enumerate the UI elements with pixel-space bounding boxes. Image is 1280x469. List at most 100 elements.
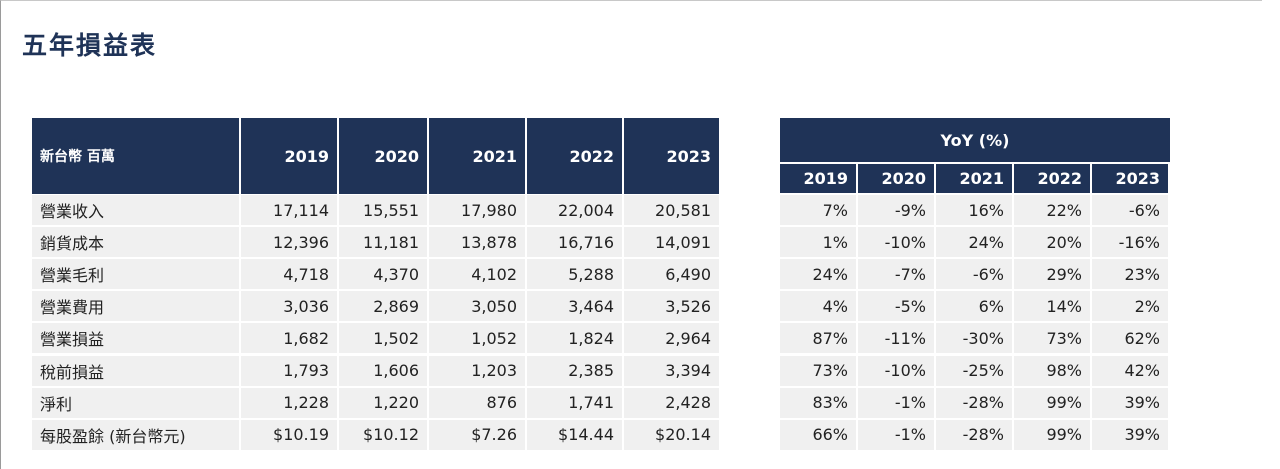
table-cell: 20,581 <box>624 195 719 225</box>
table-cell: 17,114 <box>241 195 337 225</box>
table-cell: 98% <box>1014 355 1090 386</box>
table-cell: 39% <box>1092 387 1168 418</box>
table-cell: 營業費用 <box>32 291 239 322</box>
table-cell: 3,526 <box>624 291 719 322</box>
table-cell: 20% <box>1014 227 1090 258</box>
table-cell: -11% <box>858 323 934 354</box>
table-cell: 99% <box>1014 387 1090 418</box>
table-cell: -10% <box>858 227 934 258</box>
table-cell: 23% <box>1092 259 1168 290</box>
table-cell: 1,682 <box>241 323 337 354</box>
table-cell: 16,716 <box>527 227 622 258</box>
page-title: 五年損益表 <box>22 31 158 60</box>
table-cell: 5,288 <box>527 259 622 290</box>
table-cell: 3,464 <box>527 291 622 322</box>
table-cell: 4% <box>780 291 856 322</box>
header-cell: 2023 <box>624 118 719 194</box>
table-cell: 14,091 <box>624 227 719 258</box>
header-cell: 2021 <box>429 118 525 194</box>
table-cell: 1,741 <box>527 387 622 418</box>
table-cell: -7% <box>858 259 934 290</box>
table-cell: -28% <box>936 387 1012 418</box>
table-cell: 66% <box>780 419 856 450</box>
table-cell: 1,824 <box>527 323 622 354</box>
table-cell: 1,052 <box>429 323 525 354</box>
table-cell: 營業收入 <box>32 195 239 225</box>
table-cell: 15,551 <box>339 195 427 225</box>
table-cell: 14% <box>1014 291 1090 322</box>
table-cell: -6% <box>936 259 1012 290</box>
table-cell: 3,036 <box>241 291 337 322</box>
table-cell: 1,793 <box>241 355 337 386</box>
table-cell: 淨利 <box>32 387 239 418</box>
header-cell: 2019 <box>780 164 856 193</box>
header-cell: 2020 <box>339 118 427 194</box>
table-cell: 11,181 <box>339 227 427 258</box>
table-cell: 每股盈餘 (新台幣元) <box>32 419 239 450</box>
header-cell: 新台幣 百萬 <box>32 118 239 194</box>
table-cell: 876 <box>429 387 525 418</box>
table-cell: 6% <box>936 291 1012 322</box>
table-cell: -30% <box>936 323 1012 354</box>
table-cell: 銷貨成本 <box>32 227 239 258</box>
table-cell: 39% <box>1092 419 1168 450</box>
table-cell: 24% <box>936 227 1012 258</box>
table-cell: 87% <box>780 323 856 354</box>
header-cell: 2022 <box>1014 164 1090 193</box>
table-cell: 7% <box>780 195 856 225</box>
table-cell: 1,203 <box>429 355 525 386</box>
table-cell: 2,869 <box>339 291 427 322</box>
table-cell: 73% <box>1014 323 1090 354</box>
table-cell: -6% <box>1092 195 1168 225</box>
table-cell: 3,050 <box>429 291 525 322</box>
table-cell: 16% <box>936 195 1012 225</box>
table-cell: 4,718 <box>241 259 337 290</box>
table-cell: 1,502 <box>339 323 427 354</box>
table-cell: 42% <box>1092 355 1168 386</box>
table-cell: 29% <box>1014 259 1090 290</box>
table-cell: 1,228 <box>241 387 337 418</box>
table-cell: 99% <box>1014 419 1090 450</box>
table-cell: -1% <box>858 419 934 450</box>
table-cell: 24% <box>780 259 856 290</box>
table-cell: 22% <box>1014 195 1090 225</box>
header-cell: 2019 <box>241 118 337 194</box>
table-cell: 2,428 <box>624 387 719 418</box>
table-cell: 營業毛利 <box>32 259 239 290</box>
table-cell: 2% <box>1092 291 1168 322</box>
table-cell: 稅前損益 <box>32 355 239 386</box>
table-cell: -28% <box>936 419 1012 450</box>
table-cell: 12,396 <box>241 227 337 258</box>
table-cell: $10.12 <box>339 419 427 450</box>
table-cell: 6,490 <box>624 259 719 290</box>
table-cell: 22,004 <box>527 195 622 225</box>
table-cell: 73% <box>780 355 856 386</box>
table-cell: 83% <box>780 387 856 418</box>
header-cell: 2021 <box>936 164 1012 193</box>
table-cell: 4,370 <box>339 259 427 290</box>
table-cell: 13,878 <box>429 227 525 258</box>
header-cell: 2022 <box>527 118 622 194</box>
table-cell: $14.44 <box>527 419 622 450</box>
table-cell: -9% <box>858 195 934 225</box>
table-cell: 62% <box>1092 323 1168 354</box>
table-cell: 3,394 <box>624 355 719 386</box>
table-cell: $7.26 <box>429 419 525 450</box>
table-cell: -16% <box>1092 227 1168 258</box>
table-cell: -1% <box>858 387 934 418</box>
table-cell: 營業損益 <box>32 323 239 354</box>
table-cell: -5% <box>858 291 934 322</box>
table-cell: 4,102 <box>429 259 525 290</box>
table-cell: 2,385 <box>527 355 622 386</box>
header-cell: 2023 <box>1092 164 1168 193</box>
table-cell: 2,964 <box>624 323 719 354</box>
table-cell: 17,980 <box>429 195 525 225</box>
table-cell: 1,606 <box>339 355 427 386</box>
table-cell: 1,220 <box>339 387 427 418</box>
yoy-title: YoY (%) <box>780 118 1170 162</box>
table-cell: $20.14 <box>624 419 719 450</box>
header-cell: 2020 <box>858 164 934 193</box>
table-cell: 1% <box>780 227 856 258</box>
